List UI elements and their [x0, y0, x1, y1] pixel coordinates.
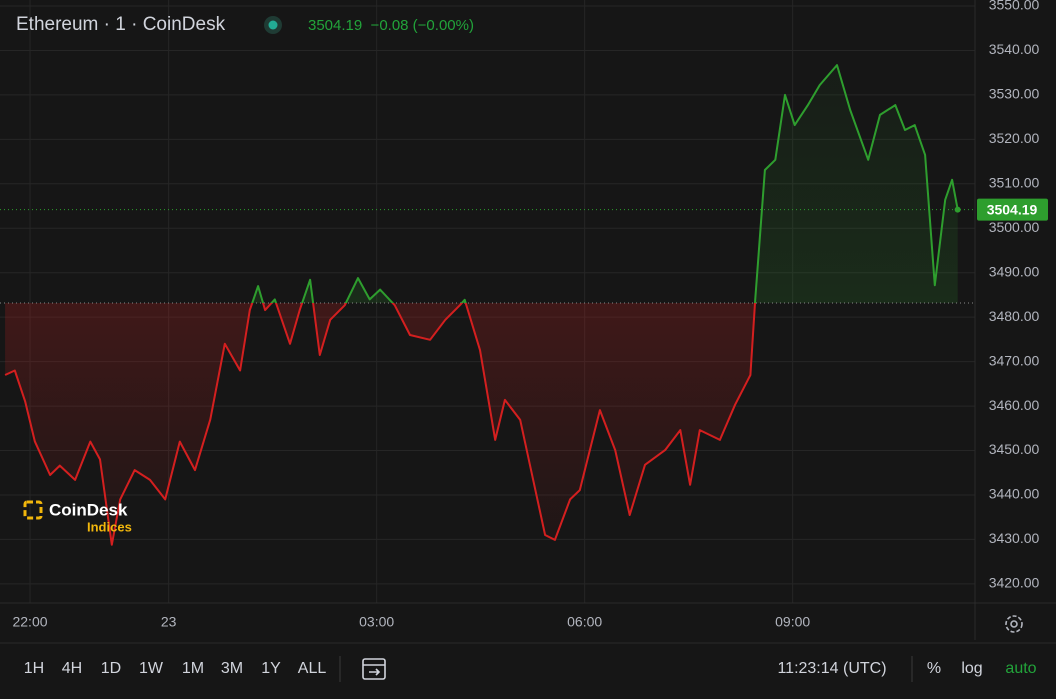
y-tick-label: 3430.00: [989, 530, 1040, 546]
y-tick-label: 3520.00: [989, 130, 1040, 146]
last-price-label: 3504.19: [987, 201, 1038, 217]
settings-icon[interactable]: [1005, 615, 1023, 633]
x-tick-label: 09:00: [775, 614, 810, 630]
y-tick-label: 3510.00: [989, 175, 1040, 191]
y-tick-label: 3480.00: [989, 308, 1040, 324]
x-tick-label: 22:00: [12, 614, 47, 630]
percent-toggle[interactable]: %: [927, 660, 941, 677]
auto-toggle[interactable]: auto: [1005, 660, 1036, 677]
toolbar: 11:23:14 (UTC) % log auto 1H 4H 1D 1W 1M 3M 1Y…: [24, 660, 1037, 677]
x-tick-label: 06:00: [567, 614, 602, 630]
last-point: [954, 206, 961, 213]
area: [5, 65, 958, 545]
plot: [0, 64, 975, 546]
range-button[interactable]: 1H: [24, 660, 44, 677]
gear[interactable]: [1005, 615, 1023, 633]
logo-icon: [23, 500, 43, 520]
log-toggle[interactable]: log: [961, 660, 982, 677]
range-button[interactable]: 1W: [139, 660, 164, 677]
range-button[interactable]: 3M: [221, 660, 243, 677]
clock: 11:23:14 (UTC): [777, 660, 886, 677]
y-tick-label: 3460.00: [989, 397, 1040, 413]
range-button[interactable]: 1D: [101, 660, 121, 677]
calendar[interactable]: [362, 658, 386, 680]
logo-sub: Indices: [87, 519, 132, 534]
range-button[interactable]: 1Y: [261, 660, 281, 677]
quote: 3504.19 −0.08 (−0.00%): [308, 17, 474, 34]
y-tick-label: 3540.00: [989, 41, 1040, 57]
y-tick-label: 3440.00: [989, 486, 1040, 502]
y-tick-label: 3470.00: [989, 352, 1040, 368]
y-tick-label: 3530.00: [989, 86, 1040, 102]
x-tick-label: 23: [161, 614, 177, 630]
y-tick-label: 3420.00: [989, 575, 1040, 591]
y-tick-label: 3550.00: [989, 0, 1040, 13]
y-tick-label: 3490.00: [989, 263, 1040, 279]
date-range-icon[interactable]: [362, 658, 386, 680]
y-tick-label: 3500.00: [989, 219, 1040, 235]
range-button[interactable]: 1M: [182, 660, 204, 677]
calendar-arrow[interactable]: [369, 668, 381, 676]
range-button[interactable]: ALL: [298, 660, 327, 677]
logo-name: CoinDesk: [49, 500, 128, 519]
y-tick-label: 3450.00: [989, 441, 1040, 457]
range-button[interactable]: 4H: [62, 660, 82, 677]
status-dot: [268, 20, 278, 30]
price-line: [4, 64, 959, 546]
x-tick-label: 03:00: [359, 614, 394, 630]
gear-hub[interactable]: [1010, 620, 1018, 628]
chart-title: Ethereum · 1 · CoinDesk: [16, 14, 226, 35]
last-price-box: [977, 198, 1048, 221]
